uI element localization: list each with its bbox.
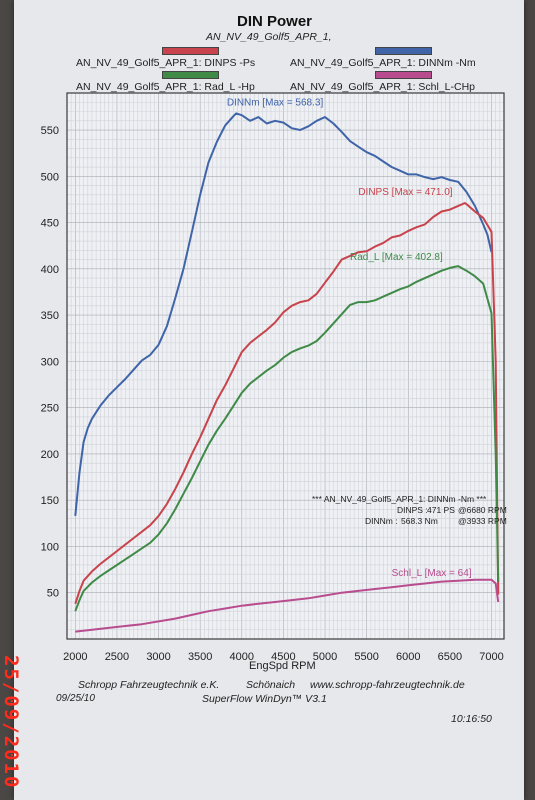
x-tick-label: 6500 [438,651,462,663]
x-axis-label: EngSpd RPM [249,660,316,672]
y-tick-label: 350 [41,310,59,322]
legend-swatch-schll [375,71,432,79]
y-tick-label: 300 [41,356,59,368]
info-box-title: *** AN_NV_49_Golf5_APR_1: DINNm -Nm *** [312,494,487,504]
series-line-rad-l [74,265,500,612]
x-tick-label: 6000 [396,651,420,663]
plot-area-frame [66,92,505,640]
x-tick-label: 2000 [63,651,87,663]
x-tick-label: 4000 [230,651,254,663]
annotation-dinps: DINPS [Max = 471.0] [358,187,452,198]
y-tick-label: 450 [41,218,59,230]
chart-grid [67,92,505,639]
x-tick-label: 7000 [479,651,503,663]
legend-swatch-dinps [162,47,219,55]
y-tick-label: 550 [41,125,59,137]
chart-subtitle: AN_NV_49_Golf5_APR_1, [206,31,332,43]
y-tick-label: 100 [41,541,59,553]
x-tick-label: 4500 [271,651,295,663]
dyno-printout: DIN Power AN_NV_49_Golf5_APR_1, AN_NV_49… [14,0,524,800]
y-tick-label: 500 [41,171,59,183]
chart-series [74,112,500,633]
y-tick-label: 400 [41,264,59,276]
series-line-dinps [74,202,500,605]
photo-date-stamp: 25/09/2010 [0,655,22,790]
y-tick-label: 250 [41,403,59,415]
dyno-chart: 50 100 150 200 250 300 350 400 450 500 550 2000 2500… [41,92,505,663]
x-tick-label: 2500 [105,651,129,663]
annotation-rad-l: Rad_L [Max = 402.8] [350,252,443,263]
footer-city: Schönaich [246,679,296,691]
info-row-dinps-label: DINPS : [397,505,428,515]
footer-date: 09/25/10 [56,693,95,704]
legend-swatch-radl [162,71,219,79]
x-tick-label: 3500 [188,651,212,663]
y-tick-label: 50 [47,588,59,600]
info-row-dinps-rpm: @6680 RPM [458,505,507,515]
annotation-dinnm: DINNm [Max = 568.3] [227,97,324,108]
plot-background [67,93,504,639]
series-line-schl-l [75,578,500,633]
info-row-dinnm-rpm: @3933 RPM [458,516,507,526]
footer-company: Schropp Fahrzeugtechnik e.K. [78,679,220,691]
footer-time: 10:16:50 [451,713,492,725]
x-tick-label: 3000 [146,651,170,663]
legend-swatch-dinnm [375,47,432,55]
y-tick-label: 150 [41,495,59,507]
x-tick-label: 5500 [354,651,378,663]
legend-label-dinnm: AN_NV_49_Golf5_APR_1: DINNm -Nm [290,57,476,69]
info-row-dinnm-value: 568.3 Nm [401,516,438,526]
series-annotations: DINNm [Max = 568.3] DINPS [Max = 471.0] Ra… [227,97,472,578]
series-line-dinnm [74,112,493,516]
legend-label-dinps: AN_NV_49_Golf5_APR_1: DINPS -Ps [76,57,256,69]
legend-label-schll: AN_NV_49_Golf5_APR_1: Schl_L-CHp [290,81,476,93]
chart-title: DIN Power [237,13,313,30]
annotation-schl-l: Schl_L [Max = 64] [392,568,472,579]
axis-ticks: 50 100 150 200 250 300 350 400 450 500 550 2000 2500… [41,125,504,663]
info-row-dinps-value: 471 PS [427,505,455,515]
x-tick-label: 5000 [313,651,337,663]
footer-software: SuperFlow WinDyn™ V3.1 [202,693,327,705]
footer-website: www.schropp-fahrzeugtechnik.de [310,679,465,691]
info-row-dinnm-label: DINNm : [365,516,398,526]
y-tick-label: 200 [41,449,59,461]
legend-label-radl: AN_NV_49_Golf5_APR_1: Rad_L -Hp [76,81,255,93]
